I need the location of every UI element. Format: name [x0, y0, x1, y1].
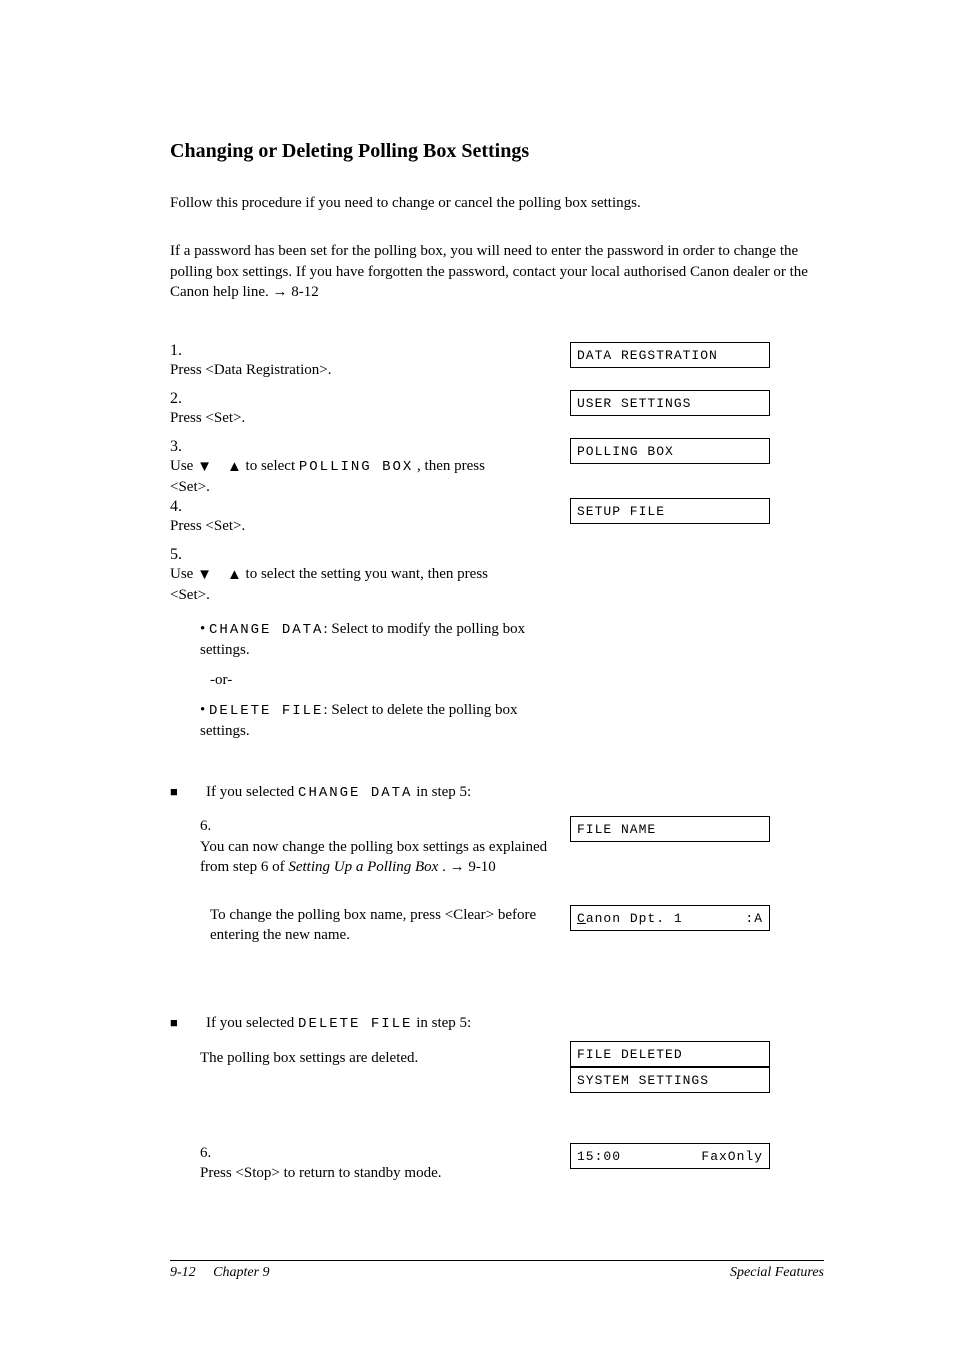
step-text-part: Use — [170, 458, 197, 474]
step-number: 2. — [170, 390, 202, 408]
step-number: 1. — [170, 342, 202, 360]
up-arrow-icon: ▲ — [227, 567, 242, 583]
display-box: SYSTEM SETTINGS — [570, 1067, 770, 1093]
display-box: USER SETTINGS — [570, 390, 770, 416]
note-line: To change the polling box name, press <C… — [210, 907, 536, 943]
step-text-part: If you selected — [206, 1015, 298, 1031]
menu-label: CHANGE DATA — [298, 785, 412, 801]
menu-label: DELETE FILE — [298, 1016, 412, 1032]
branch-heading: If you selected DELETE FILE in step 5: — [206, 1015, 471, 1031]
step-text: Use ▼ ▲ to select POLLING BOX , then pre… — [170, 456, 525, 498]
step-text: You can now change the polling box setti… — [200, 837, 555, 878]
display-box: FILE DELETED — [570, 1041, 770, 1067]
display-box: SETUP FILE — [570, 498, 770, 524]
option-label: DELETE FILE — [209, 703, 323, 719]
sub-step-number: 6. — [200, 816, 232, 836]
step-text-part: to select — [246, 458, 299, 474]
step-text: Press <Set>. — [170, 516, 525, 536]
display-box: DATA REGSTRATION — [570, 342, 770, 368]
step-number: 5. — [170, 546, 202, 564]
display-left: 15:00 — [577, 1144, 621, 1168]
footer-chapter: Chapter 9 — [213, 1265, 269, 1280]
display-right: :A — [745, 906, 763, 930]
display-right: FaxOnly — [701, 1144, 763, 1168]
step-text: Use ▼ ▲ to select the setting you want, … — [170, 564, 525, 606]
down-arrow-icon: ▼ — [197, 567, 212, 583]
footer-page-number: 9-12 — [170, 1265, 196, 1280]
option-label: CHANGE DATA — [209, 622, 323, 638]
display-text: anon Dpt. 1 — [586, 911, 683, 926]
down-arrow-icon: ▼ — [197, 459, 212, 475]
step-text-part: to select the setting you want, then pre… — [170, 566, 488, 603]
menu-label: POLLING BOX — [299, 459, 413, 475]
ref-page: 9-10 — [468, 859, 496, 875]
display-box: POLLING BOX — [570, 438, 770, 464]
page-footer: 9-12 Chapter 9 Special Features — [170, 1261, 824, 1281]
branch-heading: If you selected CHANGE DATA in step 5: — [206, 784, 471, 800]
step-text-part: . — [442, 859, 446, 875]
display-box: 15:00 FaxOnly — [570, 1143, 770, 1169]
step-number: 4. — [170, 498, 202, 516]
ref-arrow-icon: → — [450, 859, 465, 875]
note-ref-page: 8-12 — [291, 284, 319, 300]
note-paragraph: If a password has been set for the polli… — [170, 241, 824, 302]
or-separator: -or- — [200, 670, 550, 690]
step-text-part: in step 5: — [416, 784, 471, 800]
sub-step-number: 6. — [200, 1143, 232, 1163]
note-body: If a password has been set for the polli… — [170, 243, 808, 300]
step-text: Press <Set>. — [170, 408, 525, 428]
step-text: Press <Data Registration>. — [170, 360, 525, 380]
display-underline-char: C — [577, 911, 586, 926]
up-arrow-icon: ▲ — [227, 459, 242, 475]
display-box: Canon Dpt. 1 :A — [570, 905, 770, 931]
display-box: FILE NAME — [570, 816, 770, 842]
reference-title: Setting Up a Polling Box — [288, 859, 438, 875]
square-bullet-icon: ■ — [170, 784, 202, 800]
step-text-part: If you selected — [206, 784, 298, 800]
section-title: Changing or Deleting Polling Box Setting… — [170, 140, 824, 163]
step-text-part: in step 5: — [416, 1015, 471, 1031]
footer-section: Special Features — [730, 1265, 824, 1281]
square-bullet-icon: ■ — [170, 1015, 202, 1031]
intro-paragraph: Follow this procedure if you need to cha… — [170, 193, 824, 213]
step-text-part: Use — [170, 566, 197, 582]
step-number: 3. — [170, 438, 202, 456]
note-ref-arrow: → — [272, 284, 287, 300]
step-text: Press <Stop> to return to standby mode. — [200, 1163, 555, 1183]
step-text: The polling box settings are deleted. — [200, 1050, 418, 1066]
